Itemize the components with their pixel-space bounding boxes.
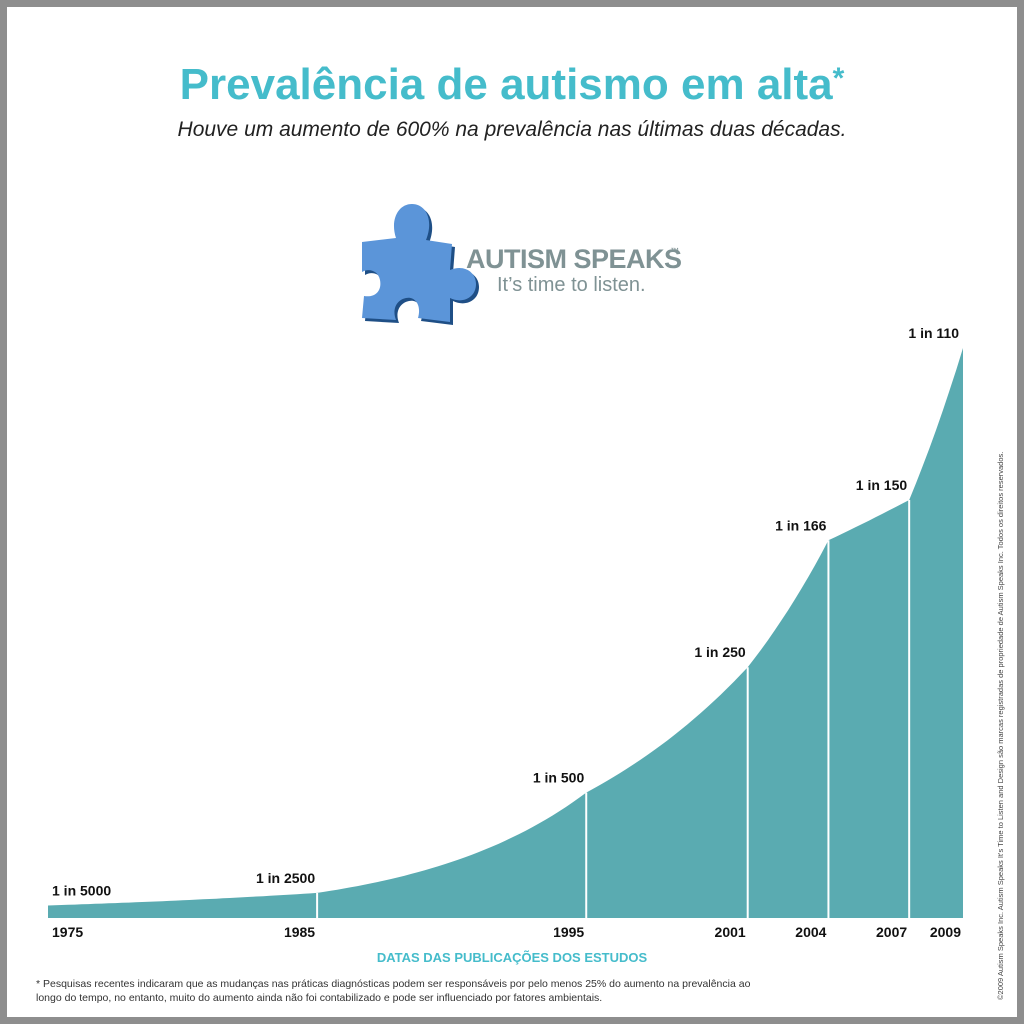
logo-name: AUTISM SPEAKS — [466, 244, 682, 274]
logo-trademark: ™ — [670, 246, 679, 256]
data-label-1995: 1 in 500 — [533, 770, 585, 786]
footnote: * Pesquisas recentes indicaram que as mu… — [36, 978, 751, 1004]
x-tick-label-2001: 2001 — [715, 924, 746, 940]
title-asterisk: * — [832, 62, 845, 95]
data-label-2009: 1 in 110 — [908, 325, 959, 341]
data-label-2004: 1 in 166 — [775, 517, 827, 533]
puzzle-piece-icon — [362, 204, 479, 325]
x-tick-label-2009: 2009 — [930, 924, 961, 940]
x-tick-label-1975: 1975 — [52, 924, 83, 940]
x-tick-label-1995: 1995 — [553, 924, 584, 940]
title-text: Prevalência de autismo em alta — [179, 60, 833, 109]
data-label-1985: 1 in 2500 — [256, 870, 315, 886]
copyright-notice: ©2009 Autism Speaks Inc. Autism Speaks I… — [996, 451, 1005, 1000]
data-label-2007: 1 in 150 — [856, 477, 908, 493]
logo-tagline: It’s time to listen. — [497, 274, 646, 296]
x-tick-label-2004: 2004 — [795, 924, 826, 940]
data-label-1975: 1 in 5000 — [52, 882, 111, 898]
prevalence-area — [48, 348, 963, 918]
page-title: Prevalência de autismo em alta* — [0, 60, 1024, 110]
data-label-2001: 1 in 250 — [694, 644, 746, 660]
x-axis-label: DATAS DAS PUBLICAÇÕES DOS ESTUDOS — [377, 950, 648, 965]
page-subtitle: Houve um aumento de 600% na prevalência … — [177, 118, 847, 141]
x-tick-label-1985: 1985 — [284, 924, 315, 940]
x-tick-label-2007: 2007 — [876, 924, 907, 940]
